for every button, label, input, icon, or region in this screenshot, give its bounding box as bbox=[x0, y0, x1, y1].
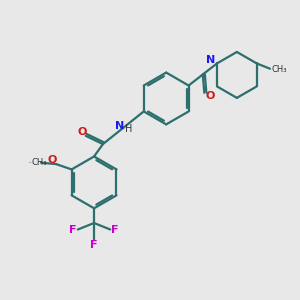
Text: H: H bbox=[125, 124, 132, 134]
Text: N: N bbox=[115, 121, 124, 131]
Text: F: F bbox=[90, 240, 98, 250]
Text: N: N bbox=[206, 55, 216, 65]
Text: F: F bbox=[111, 225, 119, 235]
Text: O: O bbox=[48, 155, 57, 165]
Text: O: O bbox=[206, 91, 215, 101]
Text: methoxy: methoxy bbox=[28, 162, 35, 163]
Text: O: O bbox=[77, 127, 86, 137]
Text: CH₃: CH₃ bbox=[272, 65, 287, 74]
Text: CH₃: CH₃ bbox=[31, 158, 47, 167]
Text: F: F bbox=[69, 225, 77, 235]
